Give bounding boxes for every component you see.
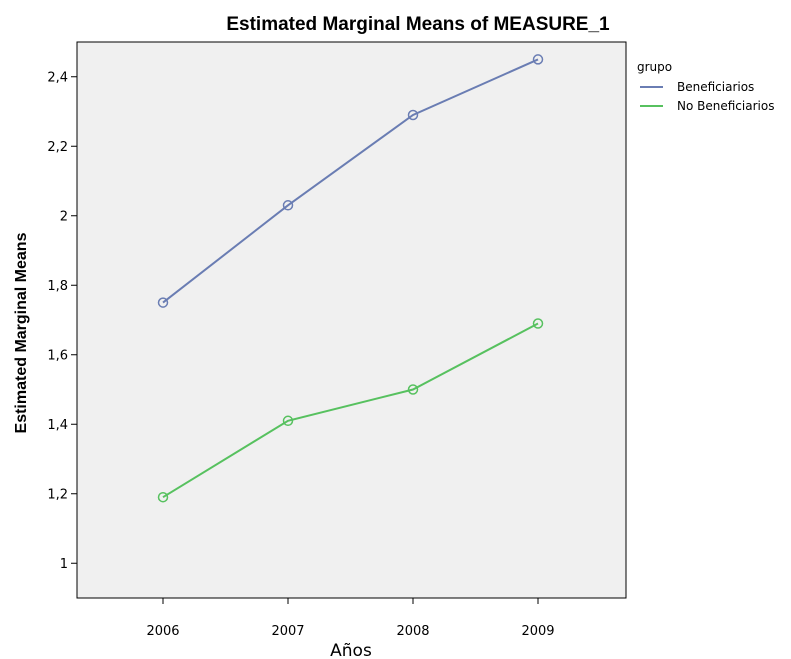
series-line-2 xyxy=(162,322,539,499)
plot-area xyxy=(76,41,627,599)
data-point xyxy=(407,384,419,395)
series-layer xyxy=(157,54,544,503)
chart-title: Estimated Marginal Means of MEASURE_1 xyxy=(226,14,610,35)
y-tick-label: 1,2 xyxy=(47,487,68,502)
data-point xyxy=(157,491,169,503)
data-point xyxy=(157,297,169,308)
x-tick-label: 2007 xyxy=(271,624,304,639)
legend-title: grupo xyxy=(637,60,672,74)
y-tick-label: 2,2 xyxy=(47,140,68,155)
legend: grupo Beneficiarios No Beneficiarios xyxy=(637,60,774,113)
y-tick-label: 1 xyxy=(60,557,68,572)
series-line-1 xyxy=(162,58,539,304)
legend-entry-label: No Beneficiarios xyxy=(677,99,774,113)
data-point xyxy=(282,200,294,211)
y-tick-label: 2,4 xyxy=(47,70,68,85)
data-point xyxy=(282,415,294,427)
x-tick-label: 2008 xyxy=(396,624,429,639)
y-axis-label: Estimated Marginal Means xyxy=(13,232,30,433)
y-tick-label: 1,6 xyxy=(47,348,68,363)
x-axis: 2006 2007 2008 2009 xyxy=(146,598,555,639)
y-axis: 1 1,2 1,4 1,6 1,8 2 2,2 2,4 xyxy=(47,70,77,572)
x-tick-label: 2006 xyxy=(146,624,179,639)
legend-entry-label: Beneficiarios xyxy=(677,80,754,94)
y-tick-label: 2 xyxy=(60,209,68,224)
y-tick-label: 1,8 xyxy=(47,279,68,294)
x-axis-label: Años xyxy=(330,641,372,659)
y-tick-label: 1,4 xyxy=(47,418,68,433)
x-tick-label: 2009 xyxy=(521,624,554,639)
data-point xyxy=(532,318,544,329)
data-point xyxy=(532,54,544,65)
data-point xyxy=(407,109,419,121)
